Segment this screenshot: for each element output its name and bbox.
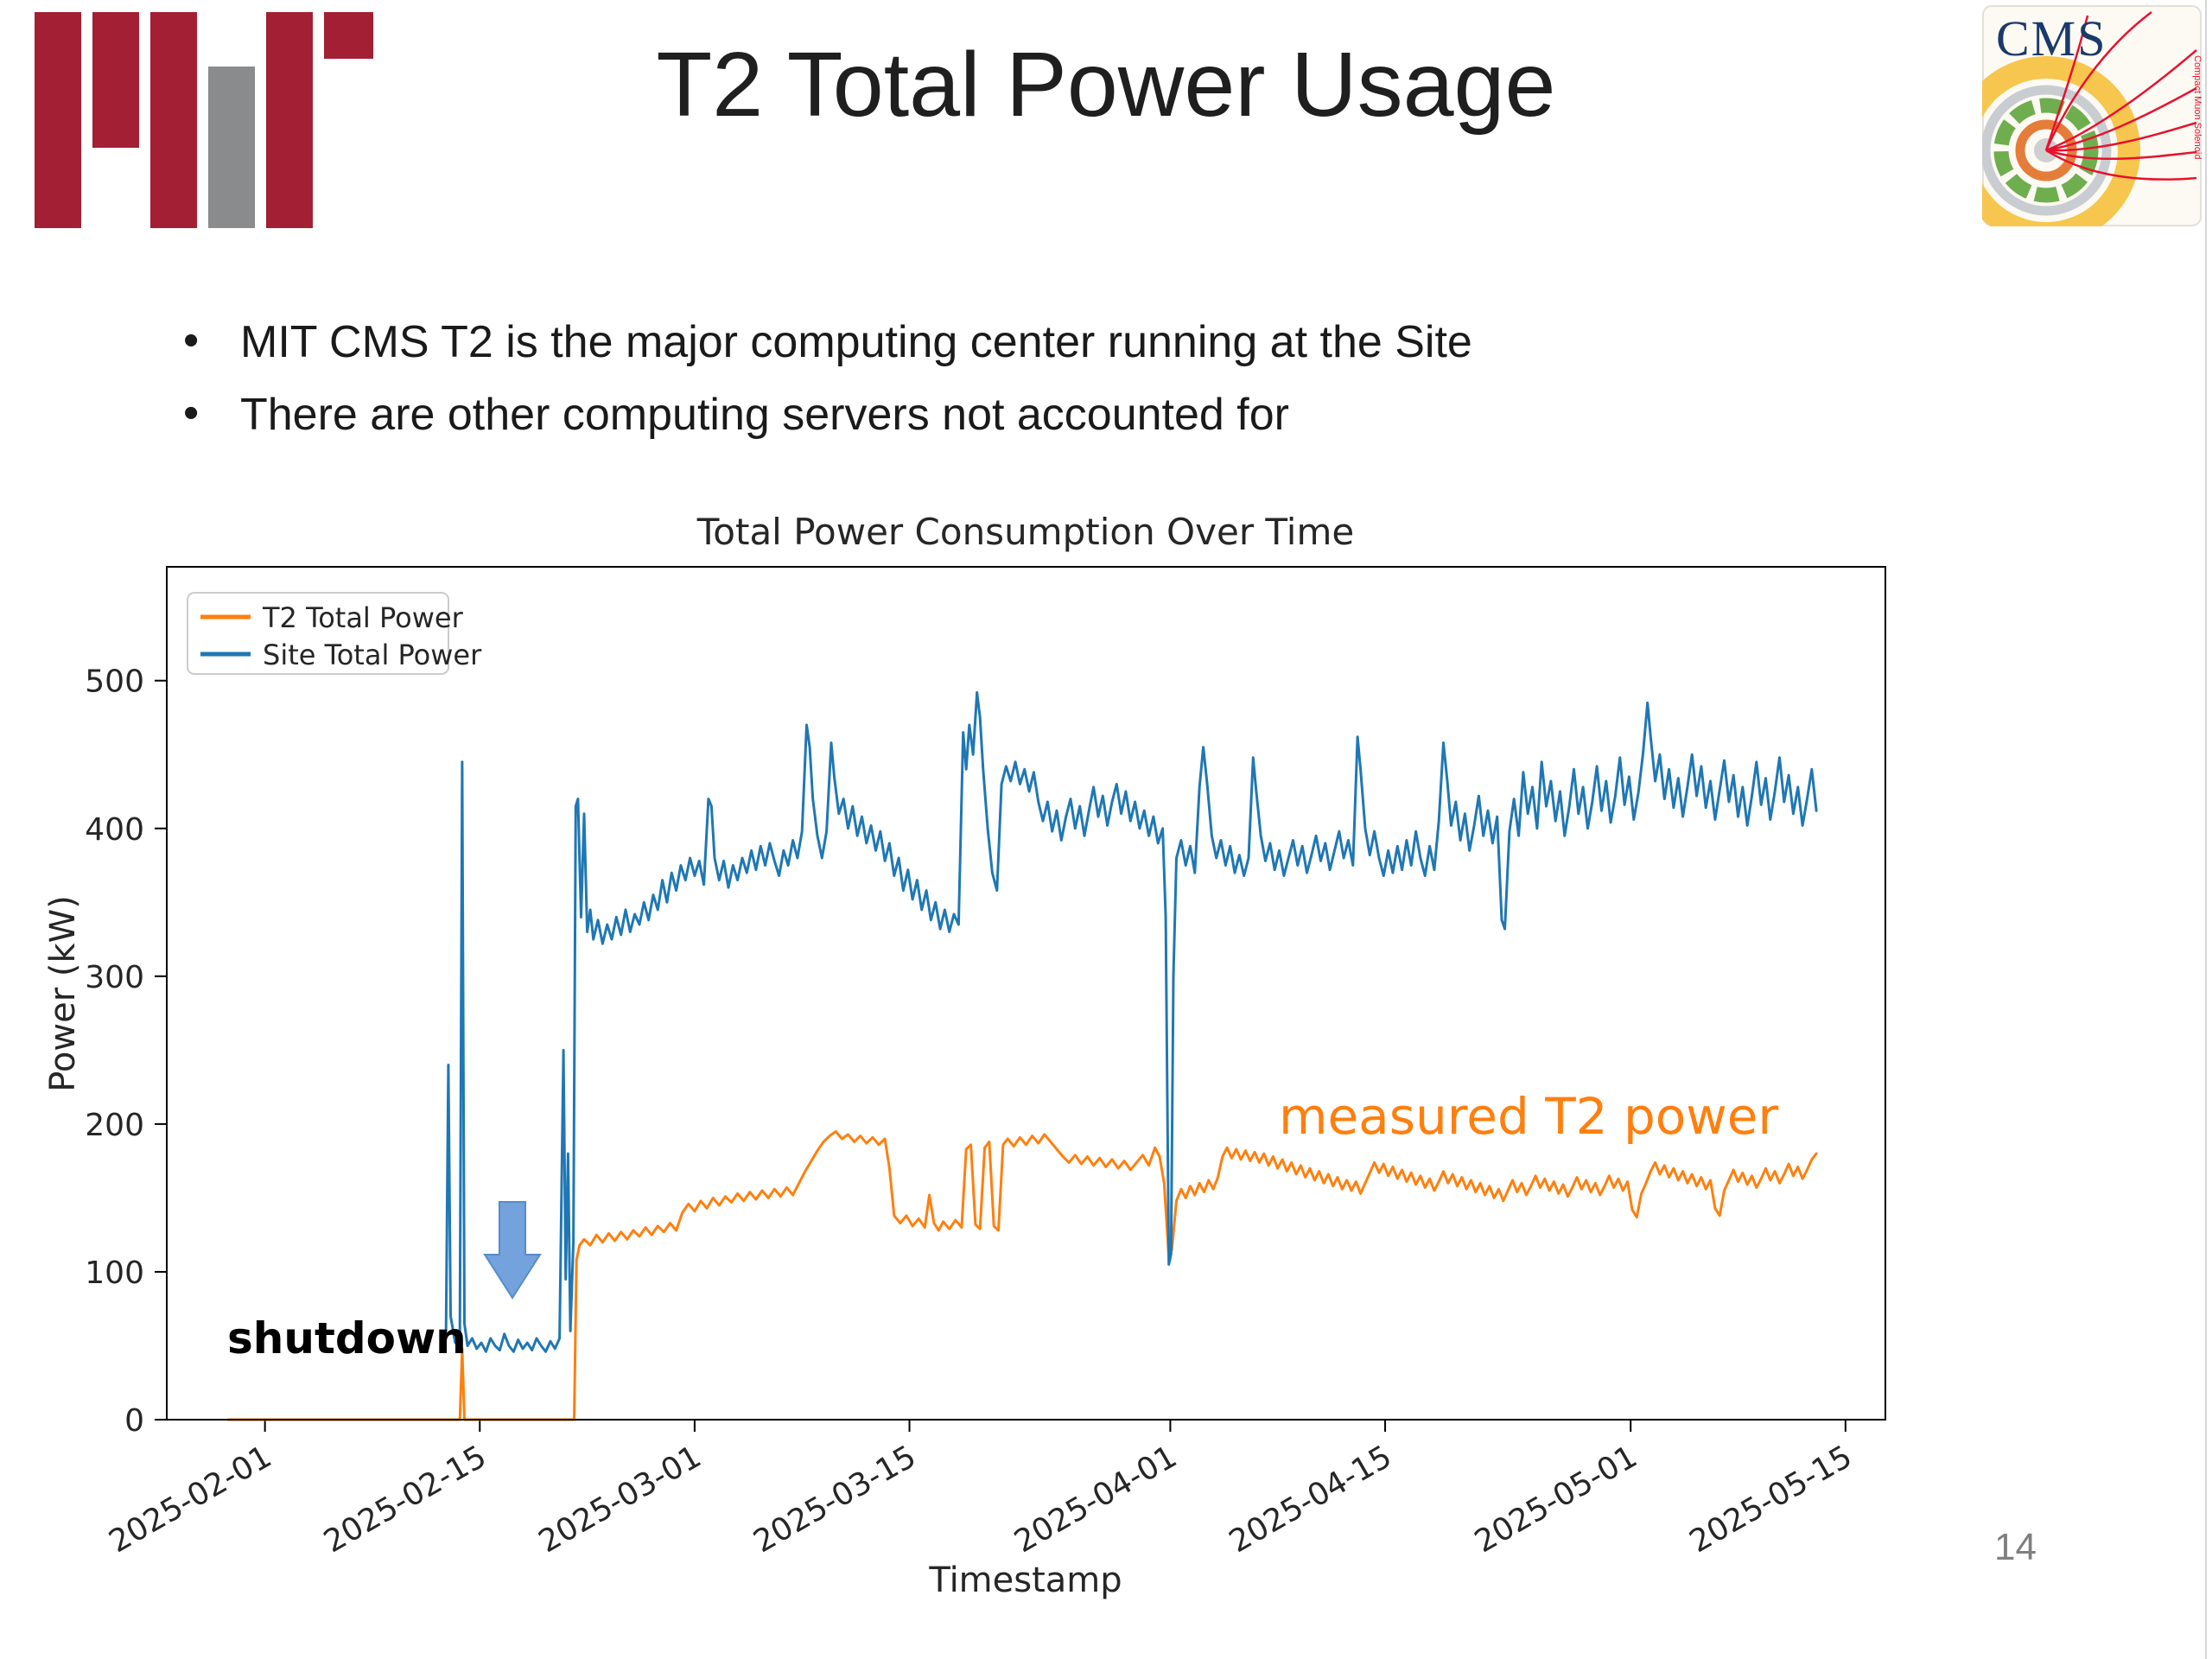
y-tick-label: 100 [85, 1255, 144, 1291]
plot-frame [166, 566, 1886, 1421]
cms-logo-subtext: Compact Muon Solenoid [2192, 55, 2202, 159]
x-axis-label: Timestamp [928, 1560, 1122, 1600]
x-tick-label: 2025-04-15 [1224, 1439, 1398, 1560]
annotation-shutdown: shutdown [227, 1313, 467, 1363]
page-title: T2 Total Power Usage [656, 34, 1556, 136]
mit-logo-bar-t-stem [266, 12, 313, 228]
cms-detector-rings [1982, 56, 2140, 226]
x-tick-label: 2025-05-01 [1469, 1439, 1643, 1560]
legend-label-t2: T2 Total Power [262, 601, 464, 634]
cms-logo: CMS Compact Muon Solenoid [1982, 5, 2202, 226]
y-axis-label: Power (kW) [43, 895, 83, 1092]
slide-edge-line [2205, 0, 2207, 1659]
shutdown-arrow-down-icon [483, 1201, 542, 1300]
cms-particle-tracks [2044, 11, 2197, 181]
chart-legend: T2 Total Power Site Total Power [187, 592, 482, 675]
y-tick-label: 300 [85, 960, 144, 995]
legend-label-site: Site Total Power [263, 639, 482, 671]
y-tick-label: 400 [85, 812, 144, 848]
annotation-measured-t2-power: measured T2 power [1279, 1087, 1778, 1146]
mit-logo-bar-t-crossbar [324, 12, 373, 59]
mit-logo [35, 12, 373, 228]
bullet-item: MIT CMS T2 is the major computing center… [178, 315, 1472, 368]
y-tick-label: 200 [85, 1108, 144, 1143]
x-tick-label: 2025-02-01 [103, 1439, 277, 1560]
chart-title: Total Power Consumption Over Time [696, 511, 1354, 553]
mit-logo-bar-m-left [35, 12, 81, 228]
cms-logo-text: CMS [1996, 10, 2107, 67]
bullet-item: There are other computing servers not ac… [178, 387, 1472, 441]
y-tick-label: 500 [85, 664, 144, 700]
x-tick-label: 2025-03-01 [533, 1439, 708, 1560]
mit-logo-bar-m-middle [92, 12, 139, 148]
mit-logo-bar-i [208, 67, 255, 228]
mit-logo-bar-m-right [150, 12, 197, 228]
x-tick-label: 2025-02-15 [318, 1439, 493, 1560]
x-tick-label: 2025-03-15 [747, 1439, 922, 1560]
page-number: 14 [1994, 1526, 2037, 1568]
x-tick-label: 2025-04-01 [1008, 1439, 1183, 1560]
x-tick-label: 2025-05-15 [1684, 1439, 1859, 1560]
series-line-site-total-power [442, 690, 1818, 1353]
legend-box [187, 592, 449, 675]
series-line-t2-total-power [226, 1129, 1818, 1421]
bullet-list: MIT CMS T2 is the major computing center… [178, 315, 1472, 461]
y-tick-label: 0 [124, 1403, 144, 1439]
